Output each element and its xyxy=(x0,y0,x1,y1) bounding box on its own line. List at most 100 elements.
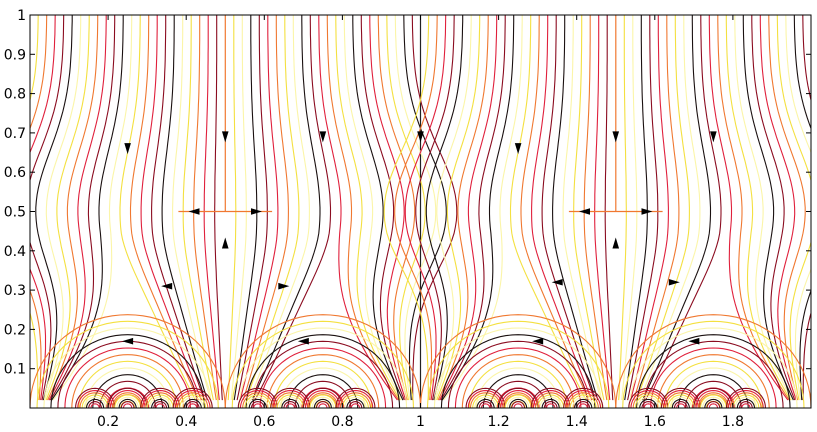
arch-streamline xyxy=(344,396,367,408)
streamline xyxy=(415,15,455,401)
streamline xyxy=(573,15,605,401)
arch-streamline xyxy=(242,392,274,408)
streamline xyxy=(434,15,472,401)
arch-streamline xyxy=(50,334,205,408)
arch-streamline xyxy=(433,327,603,408)
y-tick-label: 0.8 xyxy=(4,87,26,103)
streamline xyxy=(630,15,669,401)
streamline xyxy=(52,15,133,401)
streamline xyxy=(776,15,811,401)
arch-streamline xyxy=(650,347,777,408)
streamline xyxy=(140,15,203,401)
x-tick-label: 1.6 xyxy=(644,414,666,430)
arch-streamline xyxy=(472,394,500,408)
arch-streamline xyxy=(146,394,174,408)
arch-streamline xyxy=(85,398,105,408)
arch-streamline xyxy=(632,392,664,408)
direction-arrow xyxy=(668,278,680,286)
arch-streamline xyxy=(153,401,168,408)
arch-streamline xyxy=(440,334,596,408)
streamline xyxy=(30,15,56,401)
arch-streamline xyxy=(92,374,164,408)
arch-streamline xyxy=(64,347,191,408)
y-tick-label: 0.2 xyxy=(4,322,26,338)
arch-streamline xyxy=(565,390,602,408)
arch-streamline xyxy=(736,398,756,408)
arch-streamline xyxy=(122,403,133,408)
streamline xyxy=(318,15,398,401)
direction-arrow xyxy=(319,131,327,143)
arch-streamline xyxy=(244,394,272,408)
streamline xyxy=(30,15,65,401)
arch-streamline xyxy=(541,398,560,408)
arch-streamline xyxy=(615,314,811,408)
arch-streamline xyxy=(181,396,204,408)
streamline xyxy=(436,15,481,401)
y-tick-label: 0.1 xyxy=(4,362,26,378)
arch-streamline xyxy=(174,390,211,408)
streamline xyxy=(793,15,811,401)
arch-streamline xyxy=(302,387,343,408)
x-tick-label: 0.4 xyxy=(175,414,197,430)
arch-streamline xyxy=(151,398,170,408)
y-tick-label: 1 xyxy=(17,8,26,24)
streamline xyxy=(326,15,400,401)
streamline xyxy=(520,15,590,401)
direction-arrow xyxy=(612,237,620,249)
arch-streamline xyxy=(155,403,165,408)
streamline xyxy=(239,15,279,401)
arch-streamline xyxy=(111,392,144,408)
streamline xyxy=(360,15,405,401)
arch-streamline xyxy=(270,387,311,408)
direction-arrow xyxy=(710,131,717,143)
direction-arrow xyxy=(221,237,229,249)
streamline xyxy=(394,15,438,401)
arch-streamline xyxy=(148,396,172,408)
arch-streamline xyxy=(660,387,701,408)
streamline xyxy=(802,15,811,401)
arch-streamline xyxy=(426,320,610,408)
x-tick-label: 1.4 xyxy=(566,414,588,430)
arch-streamline xyxy=(120,401,135,408)
arch-streamline xyxy=(447,340,589,408)
arch-streamline xyxy=(498,387,539,408)
arch-streamline xyxy=(704,398,723,408)
arch-streamline xyxy=(238,327,408,408)
arch-streamline xyxy=(699,394,727,408)
arch-streamline xyxy=(563,387,604,408)
y-tick-label: 0.3 xyxy=(4,283,26,299)
arch-streamline xyxy=(107,387,148,408)
streamlines-group xyxy=(30,15,811,408)
direction-arrow xyxy=(514,143,522,155)
streamline xyxy=(403,15,447,401)
arch-streamline xyxy=(309,394,337,408)
arch-streamline xyxy=(741,403,751,408)
arch-streamline xyxy=(78,360,177,408)
arch-streamline xyxy=(476,398,495,408)
streamline xyxy=(248,15,310,401)
arch-streamline xyxy=(419,314,617,408)
streamline xyxy=(251,15,321,401)
streamline xyxy=(182,15,214,401)
y-tick-label: 0.4 xyxy=(4,244,26,260)
arch-streamline xyxy=(706,401,721,408)
arch-streamline xyxy=(697,392,730,408)
streamline xyxy=(725,15,792,401)
arch-streamline xyxy=(81,394,109,408)
arch-streamline xyxy=(530,387,571,408)
arch-streamline xyxy=(489,380,547,408)
streamline xyxy=(624,15,648,401)
arch-streamline xyxy=(643,340,784,408)
direction-arrows-group xyxy=(122,131,717,345)
streamline xyxy=(30,15,48,401)
x-axis-ticks: 0.2 0.4 0.6 0.8 1 1.2 1.4 1.6 1.8 xyxy=(97,15,744,430)
streamline xyxy=(386,15,426,401)
arch-streamline xyxy=(250,401,265,408)
arch-streamline xyxy=(274,392,307,408)
arch-streamline xyxy=(504,394,532,408)
arch-streamline xyxy=(461,354,575,408)
arch-streamline xyxy=(641,401,656,408)
streamline xyxy=(352,15,404,401)
arch-streamline xyxy=(657,354,770,408)
arch-streamline xyxy=(348,401,363,408)
